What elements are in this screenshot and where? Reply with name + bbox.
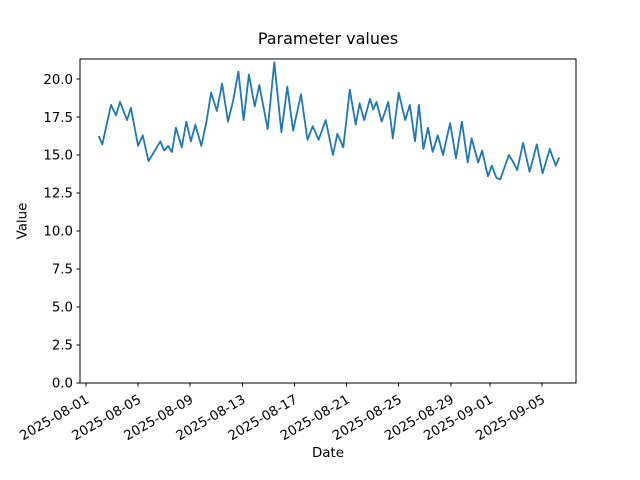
y-tick-label: 0.0 [52,377,73,392]
axes-frame [79,58,577,384]
series-line [98,61,560,181]
y-tick-label: 2.5 [52,339,73,354]
y-tick-label: 12.5 [43,187,73,202]
y-tick-label: 15.0 [43,149,73,164]
chart-title: Parameter values [257,29,399,48]
x-axis-label: Date [311,446,344,461]
y-tick-label: 5.0 [52,301,73,316]
y-tick-label: 17.5 [43,111,73,126]
y-tick-label: 7.5 [52,263,73,278]
y-tick-label: 10.0 [43,225,73,240]
x-axis-ticks: 2025-08-012025-08-052025-08-092025-08-13… [18,383,548,444]
y-tick-label: 20.0 [43,73,73,88]
y-axis-ticks: 0.0 2.5 5.0 7.5 10.0 12.5 15.0 17.5 20.0 [43,73,80,392]
